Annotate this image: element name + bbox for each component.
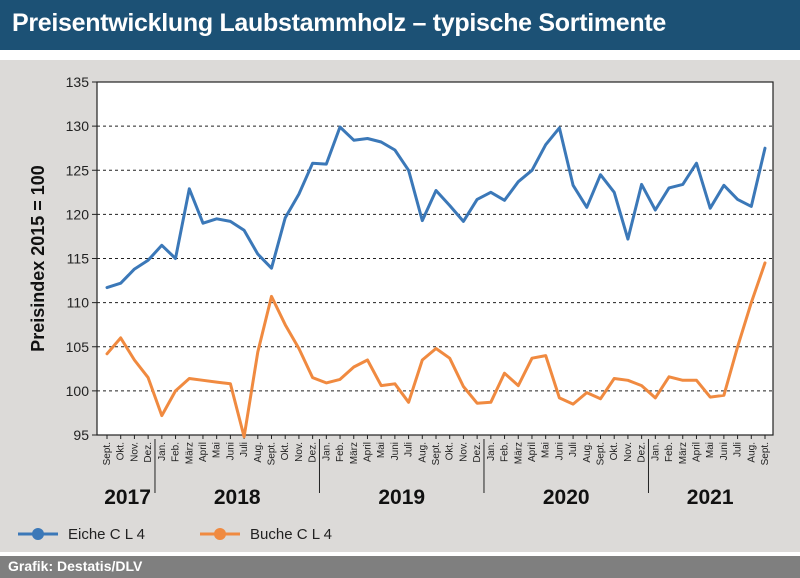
x-tick-label: Aug.	[417, 442, 428, 463]
x-tick-label: Okt.	[609, 442, 620, 460]
x-tick-label: Juli	[568, 442, 579, 457]
year-label: 2021	[687, 486, 734, 509]
x-tick-label: Sept.	[760, 442, 771, 465]
x-tick-label: Juli	[404, 442, 415, 457]
year-label: 2018	[214, 486, 261, 509]
y-tick-label: 115	[67, 251, 90, 267]
year-label: 2019	[378, 486, 425, 509]
line-chart: 95 100 105 110 115 120 125 130 135 Preisindex 201…	[18, 74, 774, 543]
x-tick-label: Jan.	[650, 442, 661, 461]
x-tick-label: April	[198, 442, 209, 462]
x-tick-label: Feb.	[500, 442, 511, 462]
y-tick-label: 135	[66, 74, 90, 90]
legend-marker	[32, 528, 44, 540]
series-line-buche	[105, 261, 767, 439]
x-tick-label: Feb.	[171, 442, 182, 462]
x-tick-label: März	[513, 442, 524, 464]
x-tick-label: Dez.	[472, 442, 483, 463]
x-tick-label: Nov.	[623, 442, 634, 462]
y-tick-label: 130	[66, 118, 90, 134]
x-tick-label: Feb.	[335, 442, 346, 462]
x-tick-label: April	[527, 442, 538, 462]
legend-marker	[214, 528, 226, 540]
x-tick-label: Aug.	[253, 442, 264, 463]
x-tick-label: Dez.	[143, 442, 154, 463]
x-tick-label: Sept.	[102, 442, 113, 465]
y-tick-label: 95	[73, 427, 89, 443]
x-tick-label: Okt.	[280, 442, 291, 460]
y-tick-label: 110	[67, 295, 90, 311]
chart-title: Preisentwicklung Laubstammholz – typisch…	[12, 9, 667, 37]
x-tick-label: März	[184, 442, 195, 464]
x-tick-label: Juni	[225, 442, 236, 460]
x-tick-label: Jan.	[486, 442, 497, 461]
source-credit: Grafik: Destatis/DLV	[8, 558, 143, 574]
x-tick-label: März	[678, 442, 689, 464]
x-tick-label: Juni	[554, 442, 565, 460]
x-tick-label: Okt.	[445, 442, 456, 460]
x-tick-label: April	[362, 442, 373, 462]
x-tick-label: Feb.	[664, 442, 675, 462]
x-tick-label: Nov.	[458, 442, 469, 462]
footer-bar: Grafik: Destatis/DLV	[0, 556, 800, 578]
x-tick-label: Dez.	[308, 442, 319, 463]
x-tick-label: Juni	[719, 442, 730, 460]
x-tick-label: Nov.	[129, 442, 140, 462]
x-tick-label: Mai	[376, 442, 387, 458]
x-tick-label: Juni	[390, 442, 401, 460]
x-tick-label: Juli	[239, 442, 250, 457]
x-tick-label: Mai	[212, 442, 223, 458]
y-tick-label: 120	[66, 206, 90, 222]
x-tick-label: Juli	[733, 442, 744, 457]
x-tick-label: April	[691, 442, 702, 462]
title-bar: Preisentwicklung Laubstammholz – typisch…	[0, 0, 800, 50]
y-axis-label: Preisindex 2015 = 100	[28, 165, 48, 352]
x-tick-label: Okt.	[116, 442, 127, 460]
x-tick-label: Aug.	[582, 442, 593, 463]
x-tick-label: Sept.	[596, 442, 607, 465]
x-tick-label: Mai	[541, 442, 552, 458]
year-label: 2017	[104, 486, 151, 509]
x-tick-label: Nov.	[294, 442, 305, 462]
y-tick-label: 105	[66, 339, 90, 355]
year-label: 2020	[543, 486, 590, 509]
x-tick-label: Dez.	[637, 442, 648, 463]
y-tick-label: 125	[66, 162, 90, 178]
x-tick-label: März	[349, 442, 360, 464]
x-tick-label: Mai	[705, 442, 716, 458]
legend-label: Eiche C L 4	[68, 526, 145, 543]
chart-panel: 95 100 105 110 115 120 125 130 135 Preisindex 201…	[0, 60, 800, 552]
x-tick-label: Jan.	[157, 442, 168, 461]
legend-label: Buche C L 4	[250, 526, 332, 543]
series-line-eiche	[105, 125, 767, 290]
x-tick-label: Sept.	[431, 442, 442, 465]
x-tick-label: Sept.	[267, 442, 278, 465]
y-tick-label: 100	[66, 383, 90, 399]
x-tick-label: Jan.	[321, 442, 332, 461]
x-tick-label: Aug.	[746, 442, 757, 463]
